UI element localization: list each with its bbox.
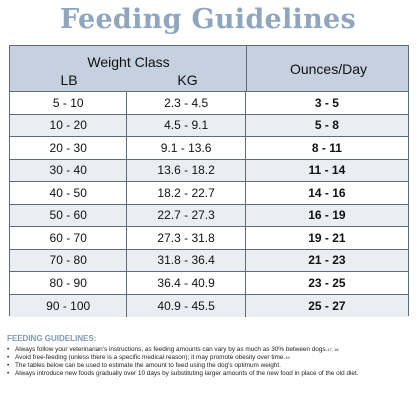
ounces-cell: 23 - 25	[308, 275, 346, 290]
kg-cell: 9.1 - 13.6	[127, 137, 246, 159]
notes-list: Always follow your veterinarian's instru…	[7, 346, 411, 378]
list-item: Always introduce new foods gradually ove…	[7, 370, 411, 378]
lb-column-header: LB	[60, 72, 78, 88]
ounces-cell: 21 - 23	[308, 253, 346, 268]
lb-cell: 20 - 30	[10, 137, 128, 159]
kg-cell: 22.7 - 27.3	[127, 204, 246, 226]
ounces-cell: 14 - 16	[308, 185, 346, 200]
table-row: 5 - 10 2.3 - 4.5 3 - 5	[10, 92, 408, 115]
table-row: 30 - 40 13.6 - 18.2 11 - 14	[10, 159, 408, 182]
lb-cell: 70 - 80	[10, 249, 128, 271]
ounces-cell: 25 - 27	[308, 298, 346, 313]
kg-column-header: KG	[177, 72, 198, 88]
list-item: Always follow your veterinarian's instru…	[7, 346, 411, 354]
kg-cell: 4.5 - 9.1	[127, 114, 246, 136]
note-reference: 19	[285, 355, 290, 360]
feeding-table: Weight Class LB KG Ounces/Day 5 - 10 2.3…	[9, 45, 409, 317]
table-row: 20 - 30 9.1 - 13.6 8 - 11	[10, 137, 408, 160]
note-text: Always follow your veterinarian's instru…	[15, 346, 328, 353]
kg-cell: 36.4 - 40.9	[127, 272, 246, 294]
ounces-cell: 3 - 5	[314, 95, 339, 110]
notes-title: FEEDING GUIDELINES:	[7, 334, 97, 343]
lb-cell: 10 - 20	[10, 114, 128, 136]
table-row: 90 - 100 40.9 - 45.5 25 - 27	[10, 294, 408, 317]
table-header: Weight Class LB KG Ounces/Day	[10, 46, 408, 92]
ounces-column-header: Ounces/Day	[289, 61, 368, 77]
table-row: 40 - 50 18.2 - 22.7 14 - 16	[10, 182, 408, 205]
lb-cell: 50 - 60	[10, 204, 128, 226]
lb-cell: 60 - 70	[10, 227, 128, 249]
lb-cell: 30 - 40	[10, 159, 128, 181]
ounces-cell: 16 - 19	[308, 208, 346, 223]
kg-cell: 13.6 - 18.2	[127, 159, 246, 181]
table-row: 80 - 90 36.4 - 40.9 23 - 25	[10, 272, 408, 295]
table-row: 10 - 20 4.5 - 9.1 5 - 8	[10, 114, 408, 137]
ounces-cell: 19 - 21	[308, 230, 346, 245]
weight-class-label: Weight Class	[87, 54, 170, 70]
lb-cell: 40 - 50	[10, 182, 128, 204]
ounces-cell: 11 - 14	[308, 163, 346, 178]
note-text: Always introduce new foods gradually ove…	[15, 370, 359, 377]
kg-cell: 40.9 - 45.5	[127, 294, 246, 317]
kg-cell: 31.8 - 36.4	[127, 249, 246, 271]
table-row: 50 - 60 22.7 - 27.3 16 - 19	[10, 204, 408, 227]
list-item: Avoid free-feeding (unless there is a sp…	[7, 354, 411, 362]
lb-cell: 5 - 10	[10, 92, 128, 114]
note-reference: 17, 18	[327, 347, 339, 352]
table-row: 60 - 70 27.3 - 31.8 19 - 21	[10, 227, 408, 250]
page-title: Feeding Guidelines	[59, 4, 357, 35]
kg-cell: 27.3 - 31.8	[127, 227, 246, 249]
table-body: 5 - 10 2.3 - 4.5 3 - 5 10 - 20 4.5 - 9.1…	[10, 92, 408, 317]
ounces-cell: 8 - 11	[311, 140, 342, 155]
lb-cell: 90 - 100	[10, 294, 128, 317]
note-text: The tables below can be used to estimate…	[15, 362, 281, 369]
lb-cell: 80 - 90	[10, 272, 128, 294]
note-text: Avoid free-feeding (unless there is a sp…	[15, 354, 286, 361]
kg-cell: 2.3 - 4.5	[127, 92, 246, 114]
table-row: 70 - 80 31.8 - 36.4 21 - 23	[10, 249, 408, 272]
feeding-notes: FEEDING GUIDELINES: Always follow your v…	[7, 334, 411, 378]
kg-cell: 18.2 - 22.7	[127, 182, 246, 204]
list-item: The tables below can be used to estimate…	[7, 362, 411, 370]
weight-class-header: Weight Class LB KG	[10, 46, 247, 92]
ounces-cell: 5 - 8	[314, 118, 339, 133]
